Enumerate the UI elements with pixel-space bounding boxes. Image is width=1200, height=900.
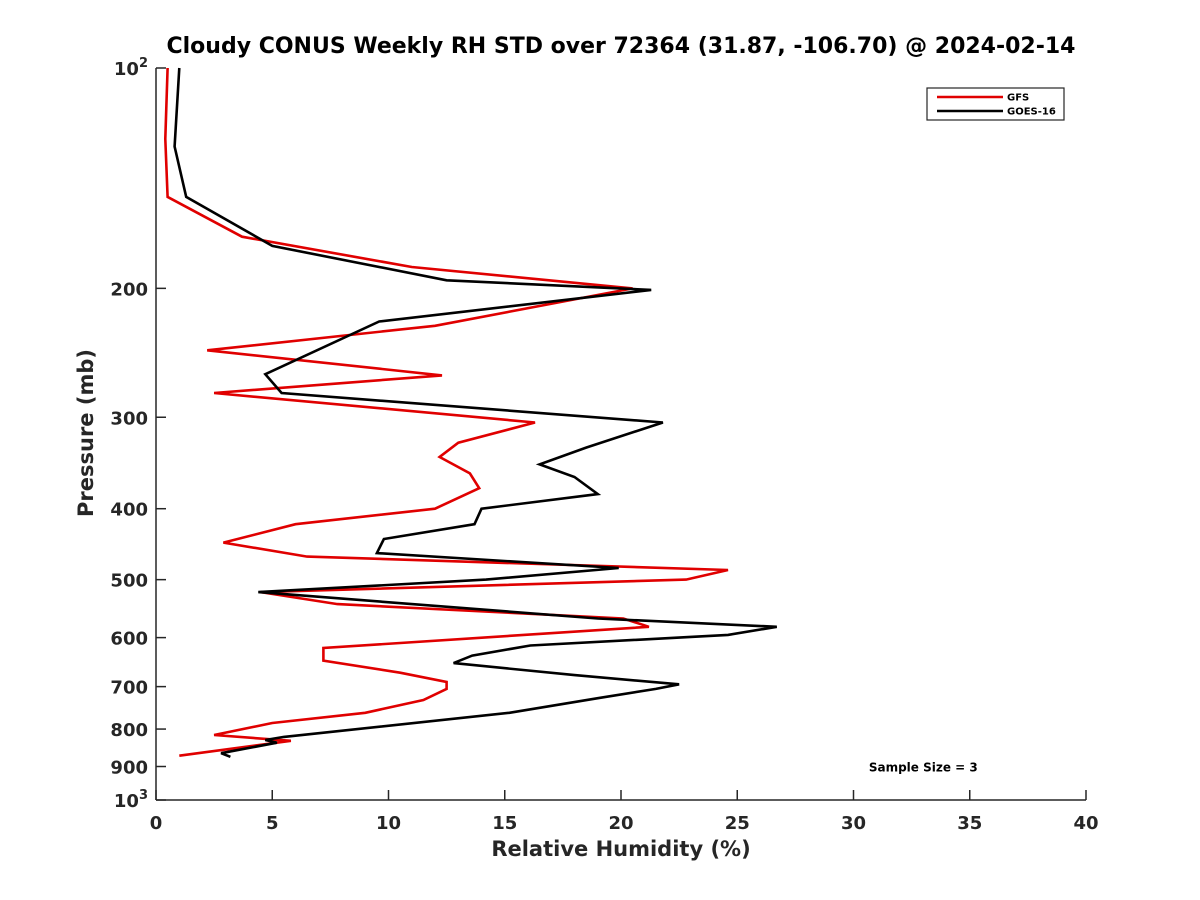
legend-label: GOES-16 xyxy=(1007,107,1056,118)
y-tick-label: 300 xyxy=(110,408,148,429)
series-line-gfs xyxy=(163,67,729,757)
x-axis-label: Relative Humidity (%) xyxy=(491,837,750,861)
y-tick-label: 200 xyxy=(110,279,148,300)
x-tick-label: 35 xyxy=(957,813,982,834)
y-tick-base: 800 xyxy=(110,720,148,741)
y-tick-base: 700 xyxy=(110,678,148,699)
x-tick-label: 10 xyxy=(376,813,401,834)
x-tick-label: 30 xyxy=(841,813,866,834)
y-tick-label: 800 xyxy=(110,720,148,741)
plot-area: 0 5 10 15 20 25 30 35 40 10220030040050060070080… xyxy=(110,56,1098,834)
x-tick-label: 15 xyxy=(492,813,517,834)
y-tick-label: 900 xyxy=(110,758,148,779)
x-tick-label: 40 xyxy=(1073,813,1098,834)
y-tick-label: 500 xyxy=(110,571,148,592)
chart-title: Cloudy CONUS Weekly RH STD over 72364 (3… xyxy=(167,34,1076,59)
x-tick-label: 0 xyxy=(150,813,163,834)
y-tick-label: 102 xyxy=(114,56,148,80)
x-tick-label: 5 xyxy=(266,813,279,834)
legend-box xyxy=(926,87,1065,121)
y-tick-base: 900 xyxy=(110,758,148,779)
y-tick-base: 10 xyxy=(114,59,139,80)
x-tick-label: 20 xyxy=(608,813,633,834)
series-line-goes-16 xyxy=(173,67,778,759)
y-tick-exponent: 2 xyxy=(139,56,148,71)
y-tick-base: 400 xyxy=(110,500,148,521)
x-tick-label: 25 xyxy=(725,813,750,834)
y-tick-exponent: 3 xyxy=(139,788,148,803)
y-tick-label: 400 xyxy=(110,500,148,521)
y-tick-base: 300 xyxy=(110,408,148,429)
y-tick-label: 600 xyxy=(110,629,148,650)
y-tick-label: 103 xyxy=(114,788,148,812)
legend: GFS GOES-16 xyxy=(926,87,1065,121)
y-tick-base: 600 xyxy=(110,629,148,650)
sample-size-annotation: Sample Size = 3 xyxy=(869,761,978,775)
x-ticks: 0 5 10 15 20 25 30 35 40 xyxy=(150,790,1099,834)
y-tick-base: 200 xyxy=(110,279,148,300)
y-axis-label: Pressure (mb) xyxy=(74,349,98,517)
legend-label: GFS xyxy=(1007,93,1029,104)
y-tick-base: 10 xyxy=(114,791,139,812)
y-tick-label: 700 xyxy=(110,678,148,699)
legend-entries: GFS GOES-16 xyxy=(937,93,1056,118)
y-tick-base: 500 xyxy=(110,571,148,592)
series-layer xyxy=(163,67,778,759)
